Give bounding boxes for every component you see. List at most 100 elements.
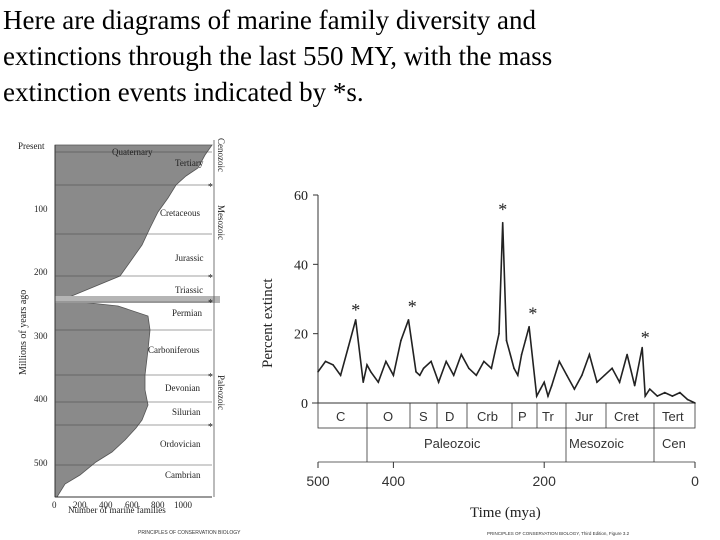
mass-extinction-asterisk: *	[351, 300, 360, 320]
extinction-x-axis-label: Time (mya)	[470, 505, 541, 521]
period-label: Jur	[575, 409, 594, 424]
permian-band	[55, 296, 220, 303]
period-dividers	[318, 403, 695, 463]
extinction-data-point	[671, 395, 674, 397]
extinction-data-point	[369, 371, 372, 373]
extinction-data-point	[547, 395, 549, 397]
extinction-data-point	[656, 395, 659, 397]
extinction-data-point	[543, 381, 545, 384]
extinction-chart: Percent extinct Time (mya) C O S D Crb P…	[260, 189, 699, 536]
extinction-data-point	[581, 374, 583, 377]
x-tick-label: 500	[306, 473, 330, 489]
left-extinction-asterisk: *	[208, 182, 213, 193]
extinction-data-point	[317, 371, 319, 373]
x-tick-label: 400	[382, 473, 406, 489]
extinction-data-point	[362, 381, 365, 384]
era-label-paleozoic: Paleozoic	[216, 375, 226, 410]
extinction-data-point	[385, 360, 387, 363]
period-label-permian: Permian	[172, 308, 202, 318]
period-label-devonian: Devonian	[165, 383, 200, 393]
extinction-data-point	[422, 367, 425, 370]
extinction-data-point	[437, 381, 440, 384]
left-extinction-asterisk: *	[208, 372, 213, 383]
extinction-data-point	[339, 374, 342, 377]
present-label: Present	[18, 141, 45, 151]
period-label: O	[383, 409, 393, 424]
extinction-data-point	[407, 319, 410, 321]
mass-extinction-asterisk: *	[641, 328, 650, 348]
left-extinction-asterisk: *	[208, 422, 213, 433]
extinction-data-point	[633, 384, 636, 387]
extinction-data-point	[498, 332, 500, 335]
extinction-data-point	[611, 367, 613, 370]
extinction-data-point	[573, 388, 576, 390]
period-boundaries	[55, 151, 212, 466]
extinction-data-point	[513, 367, 515, 370]
period-label-ordovician: Ordovician	[160, 439, 201, 449]
period-label-cretaceous: Cretaceous	[160, 208, 200, 218]
extinction-data-point	[679, 391, 681, 394]
extinction-data-point	[517, 374, 519, 377]
extinction-data-point	[468, 367, 470, 370]
era-label: Paleozoic	[424, 436, 481, 451]
extinction-data-point	[377, 381, 380, 384]
period-label: P	[518, 409, 527, 424]
extinction-data-point	[418, 374, 421, 377]
extinction-data-point	[641, 346, 644, 349]
extinction-data-point	[483, 360, 485, 363]
period-label: D	[445, 409, 454, 424]
extinction-data-point	[505, 339, 508, 342]
extinction-data-point	[347, 346, 349, 349]
left-extinction-asterisk: *	[208, 298, 213, 309]
extinction-data-point	[535, 395, 538, 397]
extinction-data-point	[528, 325, 530, 328]
diversity-area	[54, 144, 213, 498]
y-tick-label: 200	[34, 267, 48, 277]
extinction-data-point	[415, 371, 417, 373]
left-credit: PRINCIPLES OF CONSERVATION BIOLOGY	[138, 530, 241, 536]
x-tick-label: 200	[533, 473, 557, 489]
heading-line: extinctions through the last 550 MY, wit…	[3, 41, 553, 71]
period-label-silurian: Silurian	[172, 407, 201, 417]
extinction-data-point	[366, 364, 368, 366]
mass-extinction-asterisk: *	[528, 303, 537, 323]
extinction-data-point	[354, 319, 357, 321]
extinction-data-point	[524, 339, 527, 342]
period-label-triassic: Triassic	[175, 285, 203, 295]
extinction-data-point	[460, 353, 463, 356]
diversity-x-axis-label: Number of marine families	[68, 505, 166, 515]
heading-line: Here are diagrams of marine family diver…	[3, 5, 537, 35]
heading-line: extinction events indicated by *s.	[3, 77, 364, 107]
y-tick-label: 400	[34, 394, 48, 404]
period-label-tertiary: Tertiary	[175, 158, 204, 168]
extinction-data-point	[664, 391, 666, 394]
extinction-data-point	[490, 367, 493, 370]
y-tick-label: 300	[34, 331, 48, 341]
y-tick-label: 20	[294, 328, 308, 343]
extinction-series-line	[317, 222, 696, 404]
extinction-data-point	[558, 360, 561, 363]
x-tick-label: 0	[691, 473, 699, 489]
extinction-data-point	[596, 381, 598, 384]
extinction-data-point	[445, 360, 447, 363]
x-tick-label: 200	[73, 500, 87, 510]
period-label: C	[336, 409, 345, 424]
period-label: Tert	[662, 409, 684, 424]
period-label-jurassic: Jurassic	[175, 253, 204, 263]
y-tick-label: 60	[294, 189, 308, 204]
extinction-data-point	[644, 395, 647, 397]
extinction-data-point	[452, 374, 455, 377]
extinction-data-point	[550, 384, 553, 387]
period-label-cambrian: Cambrian	[165, 470, 201, 480]
period-label: Cret	[614, 409, 639, 424]
period-label: Crb	[477, 409, 498, 424]
extinction-data-point	[400, 339, 402, 342]
extinction-data-point	[588, 353, 591, 356]
era-label-mesozoic: Mesozoic	[216, 205, 226, 240]
extinction-data-point	[509, 353, 512, 356]
extinction-data-point	[520, 353, 523, 356]
era-label-cenozoic: Cenozoic	[216, 138, 226, 172]
extinction-data-point	[618, 381, 621, 384]
extinction-data-point	[566, 374, 568, 377]
extinction-data-point	[539, 388, 542, 390]
